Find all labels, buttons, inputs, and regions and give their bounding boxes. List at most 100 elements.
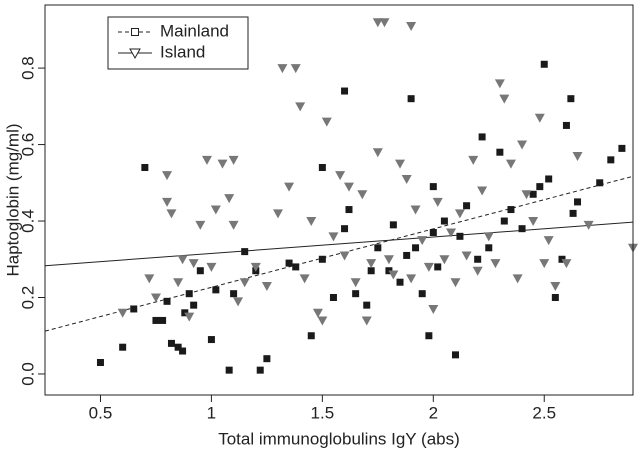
point [454, 209, 465, 219]
point [412, 244, 420, 252]
point [119, 343, 127, 351]
point [425, 332, 433, 340]
point [350, 278, 361, 288]
point [561, 259, 572, 269]
point [212, 286, 220, 294]
plot-frame [44, 4, 634, 396]
point [596, 179, 604, 187]
point [292, 263, 300, 271]
point [228, 155, 239, 165]
points [96, 18, 638, 374]
point [496, 148, 504, 156]
point [256, 366, 264, 374]
point [499, 94, 510, 104]
point [507, 206, 515, 214]
point [285, 259, 293, 267]
point [177, 255, 188, 265]
point [528, 217, 539, 227]
point [428, 304, 439, 314]
point [418, 290, 426, 298]
point [210, 205, 221, 215]
point [562, 121, 570, 129]
point [450, 278, 461, 288]
point [307, 332, 315, 340]
point [184, 312, 195, 322]
point [345, 206, 353, 214]
point [190, 301, 198, 309]
point [551, 294, 559, 301]
y-tick-label: 0.4 [18, 209, 37, 233]
point [432, 197, 443, 207]
point [451, 351, 459, 359]
legend-marker [129, 48, 141, 60]
fit-lines [45, 175, 633, 332]
point [167, 339, 175, 347]
point [529, 190, 537, 198]
point [417, 236, 428, 246]
point [230, 290, 238, 298]
point [388, 270, 399, 280]
x-tick-label: 2.5 [532, 403, 556, 422]
point [485, 244, 493, 252]
point [261, 282, 272, 292]
point [312, 308, 323, 318]
point [295, 102, 306, 112]
point [173, 278, 184, 288]
point [241, 248, 249, 256]
point [96, 359, 104, 366]
point [440, 217, 448, 225]
point [367, 267, 375, 275]
point [383, 255, 394, 265]
point [423, 262, 434, 272]
point [343, 182, 354, 192]
point [201, 155, 212, 165]
point [521, 190, 532, 200]
point [318, 164, 326, 171]
point [317, 316, 328, 326]
point [159, 316, 167, 324]
x-tick-label: 0.5 [89, 403, 113, 422]
point [406, 274, 417, 284]
point [403, 251, 411, 259]
point [572, 152, 583, 162]
point [406, 22, 417, 32]
point [463, 202, 471, 210]
point [512, 274, 523, 284]
point [263, 355, 271, 363]
y-tick-label: 0.8 [18, 56, 37, 80]
point [363, 301, 371, 309]
point [174, 343, 182, 351]
y-tick-label: 0.6 [18, 133, 37, 157]
point [217, 159, 228, 169]
point [117, 308, 128, 318]
point [239, 278, 250, 288]
y-axis-title: Haptoglobin (mg/ml) [3, 123, 22, 276]
y-tick-label: 0.0 [18, 362, 37, 386]
point [339, 251, 350, 261]
point [477, 186, 488, 196]
point [366, 259, 377, 269]
point [456, 232, 464, 240]
point [228, 220, 239, 230]
point [518, 225, 526, 233]
point [162, 171, 173, 181]
point [352, 290, 360, 298]
point [195, 220, 206, 230]
point [372, 18, 383, 28]
point [277, 64, 288, 74]
point [534, 113, 545, 123]
point [188, 259, 199, 269]
point [539, 259, 550, 269]
point [474, 255, 482, 263]
point [379, 18, 390, 28]
point [318, 255, 326, 263]
point [150, 293, 161, 303]
point [329, 294, 337, 301]
point [429, 183, 437, 191]
point [185, 290, 193, 298]
point [583, 220, 594, 230]
point [540, 60, 548, 68]
point [434, 263, 442, 271]
y-tick-label: 0.2 [18, 286, 37, 310]
